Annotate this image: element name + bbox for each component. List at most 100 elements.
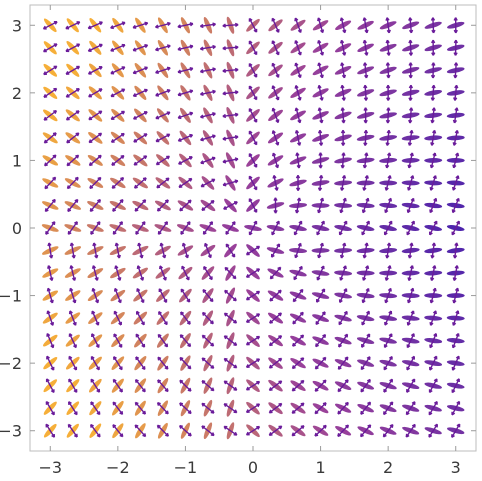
vector-marker <box>224 265 237 281</box>
vector-marker <box>379 423 397 438</box>
arrow-head <box>44 162 48 167</box>
y-tick-label: 2 <box>12 84 22 103</box>
vector-marker <box>178 265 193 281</box>
cross-arrow-line <box>114 288 122 303</box>
arrow-head <box>431 84 436 89</box>
vector-marker <box>311 288 330 303</box>
vector-marker <box>155 131 171 145</box>
arrow-head <box>165 432 169 437</box>
cross-arrow-line <box>431 107 435 124</box>
arrow-head <box>406 389 410 393</box>
vector-marker <box>357 378 375 393</box>
arrow-head <box>119 433 124 438</box>
cross-arrow-line <box>295 107 301 123</box>
cross-arrow-line <box>248 85 258 100</box>
cross-arrow-line <box>294 17 302 33</box>
arrow-head <box>43 71 48 76</box>
arrow-head <box>429 186 434 191</box>
arrow-head <box>385 142 390 146</box>
arrow-head <box>452 254 458 259</box>
arrow-head <box>341 74 347 79</box>
arrow-head <box>67 230 72 235</box>
cross-arrow-line <box>224 289 237 302</box>
cross-arrow-line <box>65 43 80 52</box>
arrow-head <box>166 111 171 116</box>
arrow-head <box>137 242 142 247</box>
vector-marker <box>87 40 103 55</box>
arrow-head <box>344 356 349 361</box>
cross-arrow-line <box>318 107 323 124</box>
vector-marker <box>65 333 80 349</box>
cross-arrow-line <box>110 21 126 29</box>
vector-marker <box>132 40 149 56</box>
arrow-head <box>88 93 92 98</box>
vector-marker <box>177 130 194 146</box>
vector-marker <box>87 154 103 167</box>
arrow-head <box>50 366 55 371</box>
arrow-head <box>140 321 145 326</box>
cross-arrow-line <box>70 265 76 281</box>
arrow-head <box>201 334 206 339</box>
arrow-head <box>386 52 391 56</box>
cross-arrow-line <box>88 66 103 75</box>
vector-marker <box>334 379 352 393</box>
arrow-head <box>292 298 297 303</box>
arrow-head <box>141 221 146 226</box>
cross-arrow-line <box>361 333 371 348</box>
cross-arrow-line <box>222 113 239 118</box>
cross-arrow-line <box>246 380 260 391</box>
arrow-head <box>245 409 250 414</box>
vector-marker <box>311 220 330 236</box>
cross-arrow-line <box>177 23 194 28</box>
arrow-head <box>91 287 96 292</box>
cross-arrow-line <box>200 157 216 164</box>
vector-marker <box>42 18 58 33</box>
arrow-head <box>112 401 117 406</box>
cross-arrow-line <box>68 401 78 416</box>
arrow-head <box>315 321 320 325</box>
arrow-head <box>45 400 50 405</box>
cross-arrow-line <box>134 177 147 189</box>
cross-arrow-line <box>337 424 349 437</box>
arrow-head <box>297 96 302 101</box>
vector-marker <box>110 40 126 56</box>
vector-marker <box>356 197 375 214</box>
vector-marker <box>401 175 420 191</box>
arrow-head <box>293 231 298 236</box>
arrow-head <box>75 154 80 159</box>
cross-arrow-line <box>91 310 99 326</box>
vector-marker <box>110 63 126 78</box>
arrow-head <box>431 29 436 34</box>
vector-marker <box>155 108 171 123</box>
cross-arrow-line <box>110 110 125 120</box>
cross-arrow-line <box>386 17 390 33</box>
arrow-head <box>322 379 327 384</box>
vector-marker <box>266 243 285 258</box>
arrow-head <box>337 410 342 415</box>
cross-arrow-line <box>222 46 239 50</box>
vector-marker <box>132 62 149 78</box>
vector-marker <box>446 197 465 214</box>
cross-arrow-line <box>68 378 78 393</box>
vector-marker <box>222 84 239 102</box>
cross-arrow-line <box>156 177 170 189</box>
arrow-head <box>408 62 413 66</box>
vector-marker <box>43 423 57 438</box>
vector-marker <box>312 424 329 437</box>
vector-marker <box>132 85 148 100</box>
arrow-head <box>155 47 159 52</box>
cross-arrow-line <box>182 242 189 259</box>
arrow-head <box>163 299 168 303</box>
arrow-head <box>343 288 348 292</box>
vector-marker <box>200 107 216 124</box>
arrow-head <box>69 242 75 247</box>
arrow-head <box>338 343 342 348</box>
cross-arrow-line <box>364 130 367 146</box>
cross-arrow-line <box>43 87 57 98</box>
vector-marker <box>223 332 238 349</box>
arrow-head <box>253 220 258 225</box>
vector-marker <box>379 310 398 326</box>
vector-marker <box>112 423 124 439</box>
vector-marker <box>111 333 125 348</box>
cross-arrow-line <box>384 310 392 326</box>
